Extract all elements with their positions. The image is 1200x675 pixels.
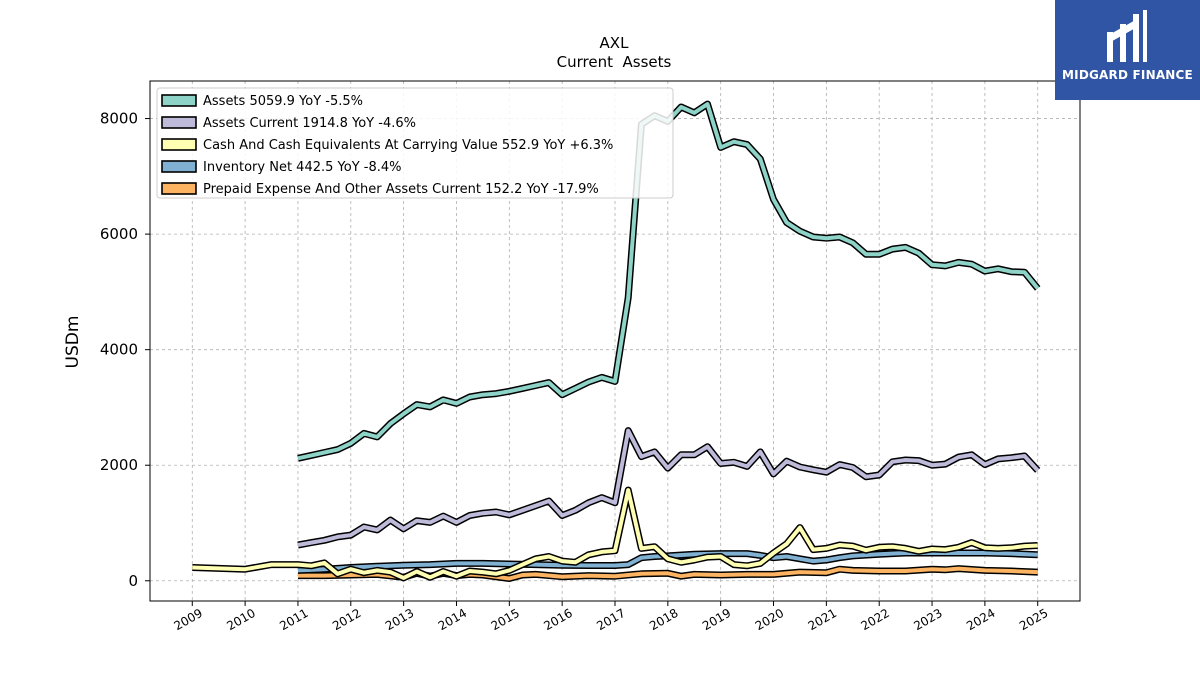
series-line [297,428,1040,547]
chart-subtitle: Current Assets [557,53,672,71]
y-tick-label: 6000 [100,225,138,243]
y-tick-label: 8000 [100,110,138,128]
x-tick-label: 2017 [594,606,627,633]
x-tick-label: 2022 [858,606,891,633]
legend: Assets 5059.9 YoY -5.5% Assets Current 19… [156,87,674,199]
series-line [192,488,1038,580]
y-axis-label: USDm [63,316,83,369]
brand-logo: MIDGARD FINANCE [1055,0,1200,100]
x-tick-label: 2009 [172,606,205,633]
series-line [297,551,1038,573]
x-tick-label: 2015 [489,606,522,633]
x-tick-label: 2012 [330,606,363,633]
series-cash-and-cash-equivalents-at-carrying-value [192,486,1038,582]
series-inventory-net [297,549,1038,574]
y-tick-label: 4000 [100,341,138,359]
legend-swatch [161,138,197,151]
x-tick-label: 2023 [911,606,944,633]
legend-swatch [161,94,197,107]
legend-label: Inventory Net 442.5 YoY -8.4% [203,160,402,175]
x-tick-label: 2020 [753,606,786,633]
chart-title: AXL [600,34,630,52]
x-tick-label: 2016 [541,606,574,633]
legend-swatch [161,116,197,129]
x-tick-label: 2024 [964,606,997,633]
x-tick-label: 2025 [1017,606,1050,633]
x-tick-label: 2010 [224,606,257,633]
series-assets-current [297,427,1041,549]
x-tick-label: 2018 [647,606,680,633]
legend-label: Assets 5059.9 YoY -5.5% [203,94,363,109]
x-tick-label: 2021 [806,606,839,633]
legend-label: Prepaid Expense And Other Assets Current… [203,182,599,197]
legend-label: Cash And Cash Equivalents At Carrying Va… [203,138,613,153]
legend-box [156,87,674,199]
brand-logo-text: MIDGARD FINANCE [1062,68,1193,82]
x-tick-label: 2019 [700,606,733,633]
legend-label: Assets Current 1914.8 YoY -4.6% [203,116,416,131]
legend-swatch [161,182,197,195]
legend-swatch [161,160,197,173]
x-tick-label: 2014 [436,606,469,633]
x-tick-label: 2011 [277,606,310,633]
x-tick-label: 2013 [383,606,416,633]
y-tick-label: 2000 [100,456,138,474]
y-tick-label: 0 [128,572,138,590]
midgard-logo-icon [1107,10,1147,62]
